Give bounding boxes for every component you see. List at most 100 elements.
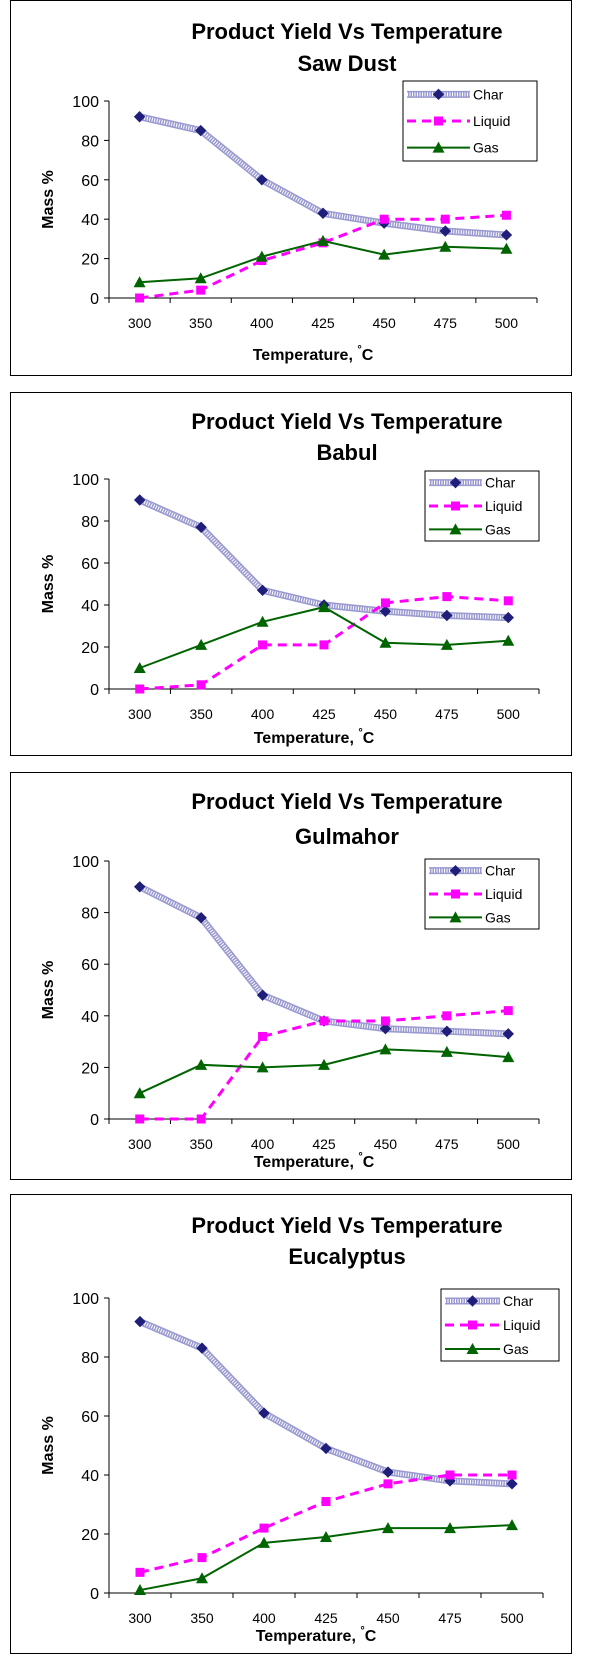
- data-point-liquid: [380, 598, 390, 608]
- legend-item-char: Char: [445, 1293, 534, 1309]
- legend-item-gas: Gas: [429, 909, 511, 925]
- y-tick-label: 0: [90, 1586, 99, 1603]
- data-point-char: [502, 611, 514, 624]
- x-tick-label: 425: [311, 315, 335, 331]
- series-line-liquid: [139, 213, 507, 300]
- chart-svg: Product Yield Vs Temperature Saw Dust 0 20 4…: [40, 19, 538, 364]
- x-tick-label: 300: [128, 1136, 152, 1152]
- data-point-liquid: [135, 684, 145, 694]
- legend-label: Liquid: [503, 1317, 540, 1333]
- y-tick-label: 100: [72, 472, 99, 489]
- x-tick-label: 400: [251, 706, 275, 722]
- x-tick-label: 475: [435, 706, 459, 722]
- data-point-char: [256, 989, 269, 1001]
- data-point-gas: [256, 615, 269, 627]
- legend-item-gas: Gas: [429, 521, 511, 537]
- legend-item-liquid: Liquid: [407, 113, 510, 129]
- y-tick-label: 0: [90, 291, 99, 308]
- legend-item-char: Char: [407, 86, 504, 102]
- data-point-char: [195, 912, 207, 924]
- chart-svg: Product Yield Vs Temperature Eucalyptus 0 2…: [40, 1213, 560, 1645]
- x-axis-label: Temperature, °C: [253, 344, 374, 364]
- y-tick-label: 60: [81, 1409, 99, 1426]
- data-point-liquid: [196, 680, 206, 690]
- data-point-liquid: [501, 210, 511, 220]
- y-tick-label: 0: [90, 1112, 99, 1129]
- data-point-char: [256, 584, 269, 597]
- data-point-char: [256, 174, 268, 186]
- legend-label: Char: [503, 1293, 534, 1309]
- y-tick-label: 0: [90, 682, 99, 699]
- legend-label: Liquid: [485, 498, 522, 514]
- legend-label: Char: [473, 86, 504, 102]
- chart-subtitle: Saw Dust: [297, 51, 397, 76]
- data-point-gas: [196, 1572, 208, 1584]
- data-point-char: [506, 1478, 518, 1490]
- x-axis-unit-degree: °: [358, 1151, 362, 1163]
- x-tick-label: 500: [497, 706, 521, 722]
- chart-title: Product Yield Vs Temperature: [191, 1213, 502, 1238]
- data-point-char: [439, 225, 451, 237]
- y-tick-label: 60: [81, 556, 99, 573]
- y-tick-label: 60: [81, 173, 99, 190]
- data-point-char: [379, 605, 392, 618]
- data-point-char: [134, 881, 146, 893]
- chart-panel-saw-dust: Product Yield Vs Temperature Saw Dust 0 20 4…: [10, 0, 572, 376]
- series-line-liquid: [139, 1473, 512, 1574]
- x-tick-label: 300: [128, 706, 152, 722]
- y-tick-label: 100: [72, 94, 99, 111]
- series-liquid: [135, 210, 511, 303]
- y-tick-label: 80: [81, 133, 99, 150]
- x-axis-unit-letter: C: [362, 347, 374, 364]
- legend-item-gas: Gas: [445, 1341, 529, 1357]
- data-point-liquid: [258, 640, 268, 650]
- data-point-liquid: [135, 1114, 145, 1124]
- data-point-liquid: [321, 1497, 331, 1507]
- data-point-liquid: [440, 214, 450, 224]
- chart-svg: Product Yield Vs Temperature Gulmahor 0 20 4…: [40, 789, 540, 1171]
- series-liquid: [135, 1006, 513, 1124]
- x-tick-label: 300: [128, 315, 152, 331]
- data-point-liquid: [380, 1016, 390, 1026]
- y-tick-label: 20: [81, 640, 99, 657]
- x-tick-label: 425: [314, 1610, 338, 1626]
- legend-label: Char: [485, 863, 516, 879]
- data-point-char: [379, 1022, 392, 1035]
- data-point-gas: [440, 1045, 453, 1057]
- legend-marker-gas: [449, 911, 462, 923]
- x-tick-label: 400: [251, 1136, 275, 1152]
- y-axis-label: Mass %: [40, 961, 57, 1020]
- data-point-char: [382, 1466, 394, 1478]
- x-tick-label: 300: [128, 1610, 152, 1626]
- legend-item-liquid: Liquid: [429, 498, 522, 514]
- x-tick-label: 475: [434, 315, 458, 331]
- x-axis-unit-degree: °: [357, 344, 361, 356]
- x-tick-label: 350: [190, 1610, 214, 1626]
- x-axis-unit-letter: C: [365, 1628, 377, 1645]
- data-point-char: [134, 1315, 146, 1328]
- x-axis-label: Temperature, °C: [254, 727, 375, 747]
- x-tick-label: 475: [435, 1136, 459, 1152]
- data-point-gas: [134, 1584, 146, 1596]
- x-axis-label-text: Temperature,: [254, 1154, 359, 1171]
- legend-marker-char: [432, 88, 445, 101]
- x-axis-unit-degree: °: [360, 1625, 364, 1637]
- y-tick-label: 40: [81, 1468, 99, 1485]
- y-tick-label: 80: [81, 514, 99, 531]
- data-point-char: [441, 609, 453, 622]
- data-point-gas: [502, 634, 515, 646]
- data-point-char: [500, 229, 513, 241]
- data-point-liquid: [507, 1470, 517, 1480]
- x-axis-label-text: Temperature,: [254, 730, 359, 747]
- data-point-gas: [379, 1043, 392, 1055]
- y-tick-label: 20: [81, 1060, 99, 1077]
- x-tick-label: 500: [495, 315, 519, 331]
- data-point-gas: [194, 272, 207, 284]
- data-point-liquid: [383, 1479, 393, 1489]
- series-line-gas: [139, 1048, 509, 1095]
- data-point-gas: [382, 1522, 394, 1534]
- data-point-liquid: [196, 1114, 206, 1124]
- data-point-gas: [379, 636, 392, 648]
- data-point-gas: [195, 1058, 208, 1070]
- y-axis-label: Mass %: [40, 1416, 57, 1475]
